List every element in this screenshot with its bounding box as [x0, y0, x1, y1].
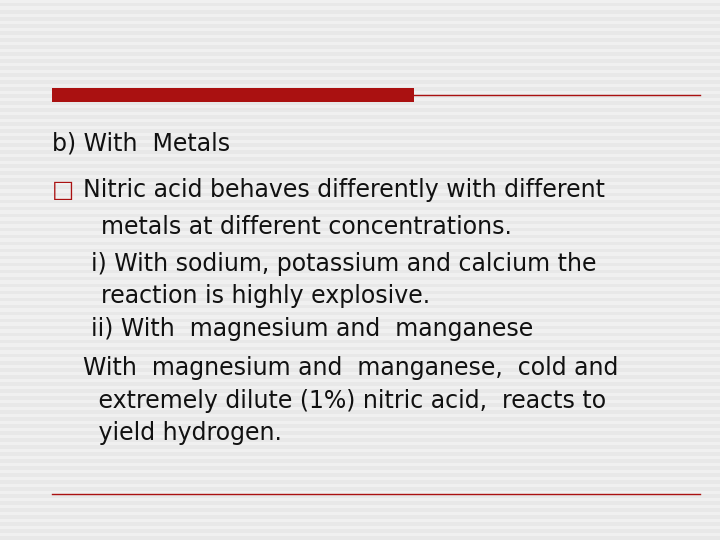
Bar	[0, 382, 720, 386]
Bar	[0, 375, 720, 379]
Bar	[0, 3, 720, 6]
Bar	[0, 326, 720, 329]
Text: yield hydrogen.: yield hydrogen.	[91, 421, 282, 445]
Bar	[0, 158, 720, 161]
Bar	[0, 481, 720, 484]
Bar	[0, 459, 720, 463]
Text: extremely dilute (1%) nitric acid,  reacts to: extremely dilute (1%) nitric acid, react…	[91, 389, 606, 413]
Bar	[0, 445, 720, 449]
Bar	[0, 523, 720, 526]
Bar	[0, 221, 720, 224]
Bar	[0, 403, 720, 407]
Bar	[0, 122, 720, 126]
Bar	[0, 137, 720, 140]
Bar	[0, 361, 720, 365]
Bar	[0, 487, 720, 491]
Bar	[0, 235, 720, 238]
Bar	[0, 354, 720, 357]
Bar	[0, 165, 720, 168]
Bar	[0, 80, 720, 84]
Text: Nitric acid behaves differently with different: Nitric acid behaves differently with dif…	[83, 178, 605, 202]
Bar	[0, 438, 720, 442]
Bar	[0, 537, 720, 540]
Bar	[0, 466, 720, 470]
Bar	[0, 242, 720, 245]
Bar	[0, 410, 720, 414]
Bar	[0, 59, 720, 63]
Bar	[0, 389, 720, 393]
Text: ii) With  magnesium and  manganese: ii) With magnesium and manganese	[91, 318, 534, 341]
Bar	[0, 178, 720, 182]
Bar	[0, 143, 720, 147]
Bar	[0, 228, 720, 231]
Bar	[0, 17, 720, 21]
Bar	[0, 200, 720, 203]
Bar	[0, 368, 720, 372]
Bar	[0, 319, 720, 322]
Bar	[0, 529, 720, 533]
Bar	[0, 473, 720, 477]
Bar	[0, 248, 720, 252]
Bar	[0, 284, 720, 287]
Bar	[0, 305, 720, 308]
Bar	[0, 396, 720, 400]
Bar	[0, 291, 720, 294]
Bar	[0, 66, 720, 70]
Text: □: □	[52, 178, 74, 202]
Bar	[0, 270, 720, 273]
Bar	[0, 38, 720, 42]
Bar	[0, 424, 720, 428]
Bar	[0, 453, 720, 456]
Bar	[0, 102, 720, 105]
Bar	[0, 262, 720, 266]
Text: metals at different concentrations.: metals at different concentrations.	[101, 215, 512, 239]
Text: With  magnesium and  manganese,  cold and: With magnesium and manganese, cold and	[83, 356, 618, 380]
Bar	[0, 31, 720, 35]
Bar	[0, 509, 720, 512]
Bar	[0, 340, 720, 343]
Bar	[0, 94, 720, 98]
Bar	[0, 151, 720, 154]
Bar	[0, 347, 720, 350]
Bar	[0, 186, 720, 189]
Bar	[0, 45, 720, 49]
Bar	[0, 276, 720, 280]
Text: i) With sodium, potassium and calcium the: i) With sodium, potassium and calcium th…	[91, 252, 597, 275]
Bar	[0, 214, 720, 217]
Bar	[0, 172, 720, 175]
Bar	[0, 515, 720, 519]
Bar	[0, 52, 720, 56]
Bar	[0, 206, 720, 210]
Bar	[0, 129, 720, 133]
Bar	[0, 108, 720, 112]
Bar	[0, 333, 720, 336]
Bar	[0, 298, 720, 301]
Bar	[0, 501, 720, 505]
Text: b) With  Metals: b) With Metals	[52, 131, 230, 155]
Text: reaction is highly explosive.: reaction is highly explosive.	[101, 284, 430, 308]
Bar	[52, 88, 414, 102]
Bar	[0, 87, 720, 91]
Bar	[0, 312, 720, 315]
Bar	[0, 24, 720, 28]
Bar	[0, 255, 720, 259]
Bar	[0, 73, 720, 77]
Bar	[0, 192, 720, 196]
Bar	[0, 431, 720, 435]
Bar	[0, 417, 720, 421]
Bar	[0, 116, 720, 119]
Bar	[0, 495, 720, 498]
Bar	[0, 10, 720, 14]
